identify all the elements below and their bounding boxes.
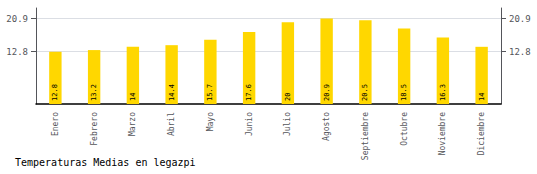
svg-text:15.7: 15.7 bbox=[206, 84, 214, 101]
svg-text:13.2: 13.2 bbox=[90, 84, 98, 101]
svg-text:20.9: 20.9 bbox=[323, 84, 331, 101]
svg-text:20.9: 20.9 bbox=[509, 14, 531, 24]
svg-text:Agosto: Agosto bbox=[322, 112, 331, 141]
svg-text:12.8: 12.8 bbox=[6, 47, 28, 57]
svg-text:20: 20 bbox=[284, 93, 292, 101]
svg-text:Temperaturas Medias en legazpi: Temperaturas Medias en legazpi bbox=[15, 157, 196, 168]
svg-text:Septiembre: Septiembre bbox=[361, 112, 370, 160]
svg-text:16.3: 16.3 bbox=[439, 84, 447, 101]
svg-text:Julio: Julio bbox=[283, 112, 292, 136]
svg-text:14.4: 14.4 bbox=[168, 84, 176, 101]
svg-text:Diciembre: Diciembre bbox=[477, 112, 486, 156]
svg-text:14: 14 bbox=[478, 93, 486, 101]
svg-text:Octubre: Octubre bbox=[400, 112, 409, 146]
svg-text:Junio: Junio bbox=[245, 112, 254, 136]
svg-text:18.5: 18.5 bbox=[400, 84, 408, 101]
svg-text:Febrero: Febrero bbox=[90, 112, 99, 146]
svg-text:Mayo: Mayo bbox=[206, 112, 215, 131]
svg-text:12.8: 12.8 bbox=[509, 47, 531, 57]
svg-text:17.6: 17.6 bbox=[245, 84, 253, 101]
svg-text:Noviembre: Noviembre bbox=[438, 112, 447, 156]
svg-text:12.8: 12.8 bbox=[51, 84, 59, 101]
svg-text:Enero: Enero bbox=[51, 112, 60, 136]
svg-text:20.5: 20.5 bbox=[361, 84, 369, 101]
svg-text:Abril: Abril bbox=[167, 112, 176, 136]
svg-text:20.9: 20.9 bbox=[6, 14, 28, 24]
svg-text:Marzo: Marzo bbox=[128, 112, 137, 136]
svg-text:14: 14 bbox=[129, 93, 137, 101]
